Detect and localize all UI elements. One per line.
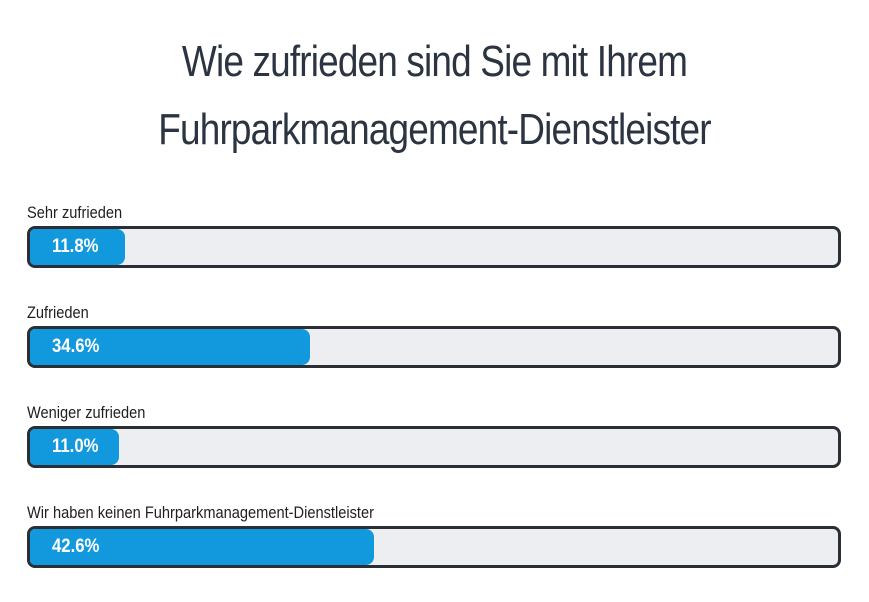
bar-label: Wir haben keinen Fuhrparkmanagement-Dien… [27, 503, 374, 522]
bar-label: Sehr zufrieden [27, 203, 123, 222]
chart-title-line-2: Fuhrparkmanagement-Dienstleister [158, 105, 711, 154]
bar-track: 42.6% [27, 526, 841, 568]
bar-value-label: 11.0% [52, 436, 99, 457]
bar-label: Weniger zufrieden [27, 403, 146, 422]
bar-fill [30, 529, 375, 565]
bar-row-sehr-zufrieden: Sehr zufrieden 11.8% [27, 202, 847, 302]
bar-label: Zufrieden [27, 303, 89, 322]
bar-fill [30, 429, 119, 465]
bar-fill [30, 229, 126, 265]
bar-row-zufrieden: Zufrieden 34.6% [27, 302, 847, 402]
chart-title: Wie zufrieden sind Sie mit Ihrem Fuhrpar… [70, 28, 800, 164]
bar-track: 11.0% [27, 426, 841, 468]
bar-fill [30, 329, 310, 365]
chart-title-line-1: Wie zufrieden sind Sie mit Ihrem [181, 37, 688, 86]
bar-list: Sehr zufrieden 11.8% Zufrieden 34.6% Wen… [27, 202, 847, 602]
bar-row-kein-dienstleister: Wir haben keinen Fuhrparkmanagement-Dien… [27, 502, 847, 602]
bar-value-label: 34.6% [52, 336, 100, 357]
bar-row-weniger-zufrieden: Weniger zufrieden 11.0% [27, 402, 847, 502]
bar-track: 11.8% [27, 226, 841, 268]
bar-value-label: 42.6% [52, 536, 100, 557]
bar-track: 34.6% [27, 326, 841, 368]
bar-value-label: 11.8% [52, 236, 99, 257]
